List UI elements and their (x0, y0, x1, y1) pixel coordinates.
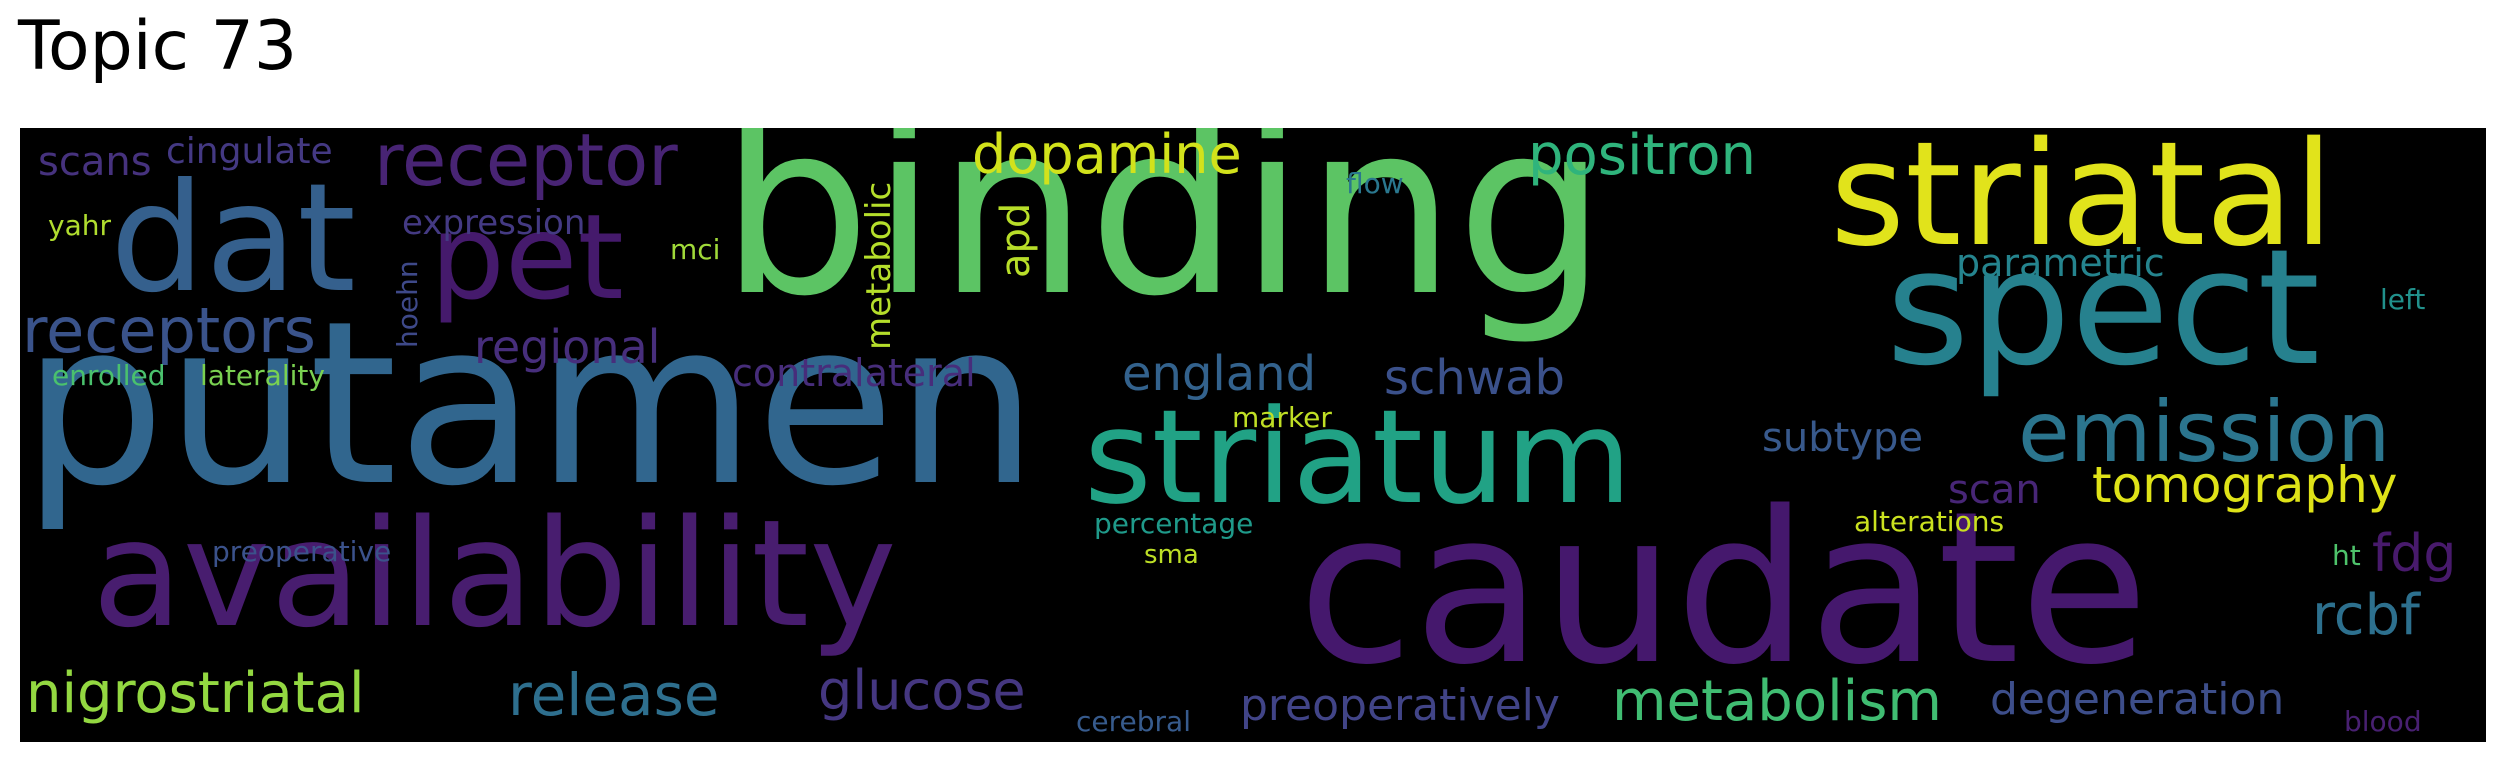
word-metabolism: metabolism (1612, 669, 1942, 734)
word-scans: scans (38, 139, 152, 185)
word-spect: spect (1886, 214, 2321, 401)
word-apd: apd (993, 202, 1039, 278)
word-receptors: receptors (22, 294, 316, 367)
word-hoehn: hoehn (391, 260, 424, 348)
word-sma: sma (1144, 540, 1199, 570)
word-enrolled: enrolled (52, 359, 166, 392)
word-left: left (2380, 283, 2426, 316)
word-parametric: parametric (1956, 241, 2165, 285)
word-yahr: yahr (48, 209, 111, 242)
word-preoperatively: preoperatively (1240, 680, 1560, 731)
word-fdg: fdg (2372, 524, 2457, 584)
word-striatum: striatum (1084, 381, 1632, 533)
word-regional: regional (474, 320, 661, 374)
word-striatal: striatal (1830, 128, 2334, 278)
word-preoperative: preoperative (212, 535, 392, 568)
word-alterations: alterations (1854, 505, 2005, 538)
word-marker: marker (1232, 401, 1332, 434)
word-england: england (1122, 346, 1317, 402)
page-title: Topic 73 (18, 7, 298, 86)
word-caudate: caudate (1298, 466, 2149, 711)
word-cingulate: cingulate (166, 131, 333, 172)
word-ht: ht (2332, 539, 2361, 572)
word-scan: scan (1948, 467, 2041, 513)
word-percentage: percentage (1094, 507, 1254, 540)
word-binding: binding (720, 128, 1608, 349)
word-emission: emission (2018, 383, 2391, 481)
word-metabolic: metabolic (859, 181, 899, 350)
word-schwab: schwab (1384, 350, 1565, 406)
word-flow: flow (1346, 167, 1404, 200)
word-nigrostriatal: nigrostriatal (26, 661, 365, 726)
word-degeneration: degeneration (1990, 674, 2285, 725)
word-cloud: binding putamen caudate availability str… (20, 128, 2486, 742)
word-glucose: glucose (818, 659, 1026, 722)
word-blood: blood (2344, 705, 2422, 738)
word-mci: mci (670, 233, 721, 266)
word-putamen: putamen (22, 273, 1039, 536)
word-dopamine: dopamine (972, 128, 1242, 186)
word-cerebral: cerebral (1076, 705, 1191, 738)
word-release: release (508, 661, 720, 729)
word-positron: positron (1528, 128, 1757, 188)
word-contralateral: contralateral (732, 351, 976, 395)
word-laterality: laterality (200, 359, 325, 392)
word-tomography: tomography (2092, 456, 2398, 514)
word-rcbf: rcbf (2312, 583, 2420, 648)
word-pet: pet (430, 188, 624, 326)
word-dat: dat (110, 152, 356, 326)
word-availability: availability (92, 488, 897, 660)
word-receptor: receptor (374, 128, 678, 202)
word-subtype: subtype (1762, 415, 1923, 461)
word-expression: expression (402, 203, 586, 243)
